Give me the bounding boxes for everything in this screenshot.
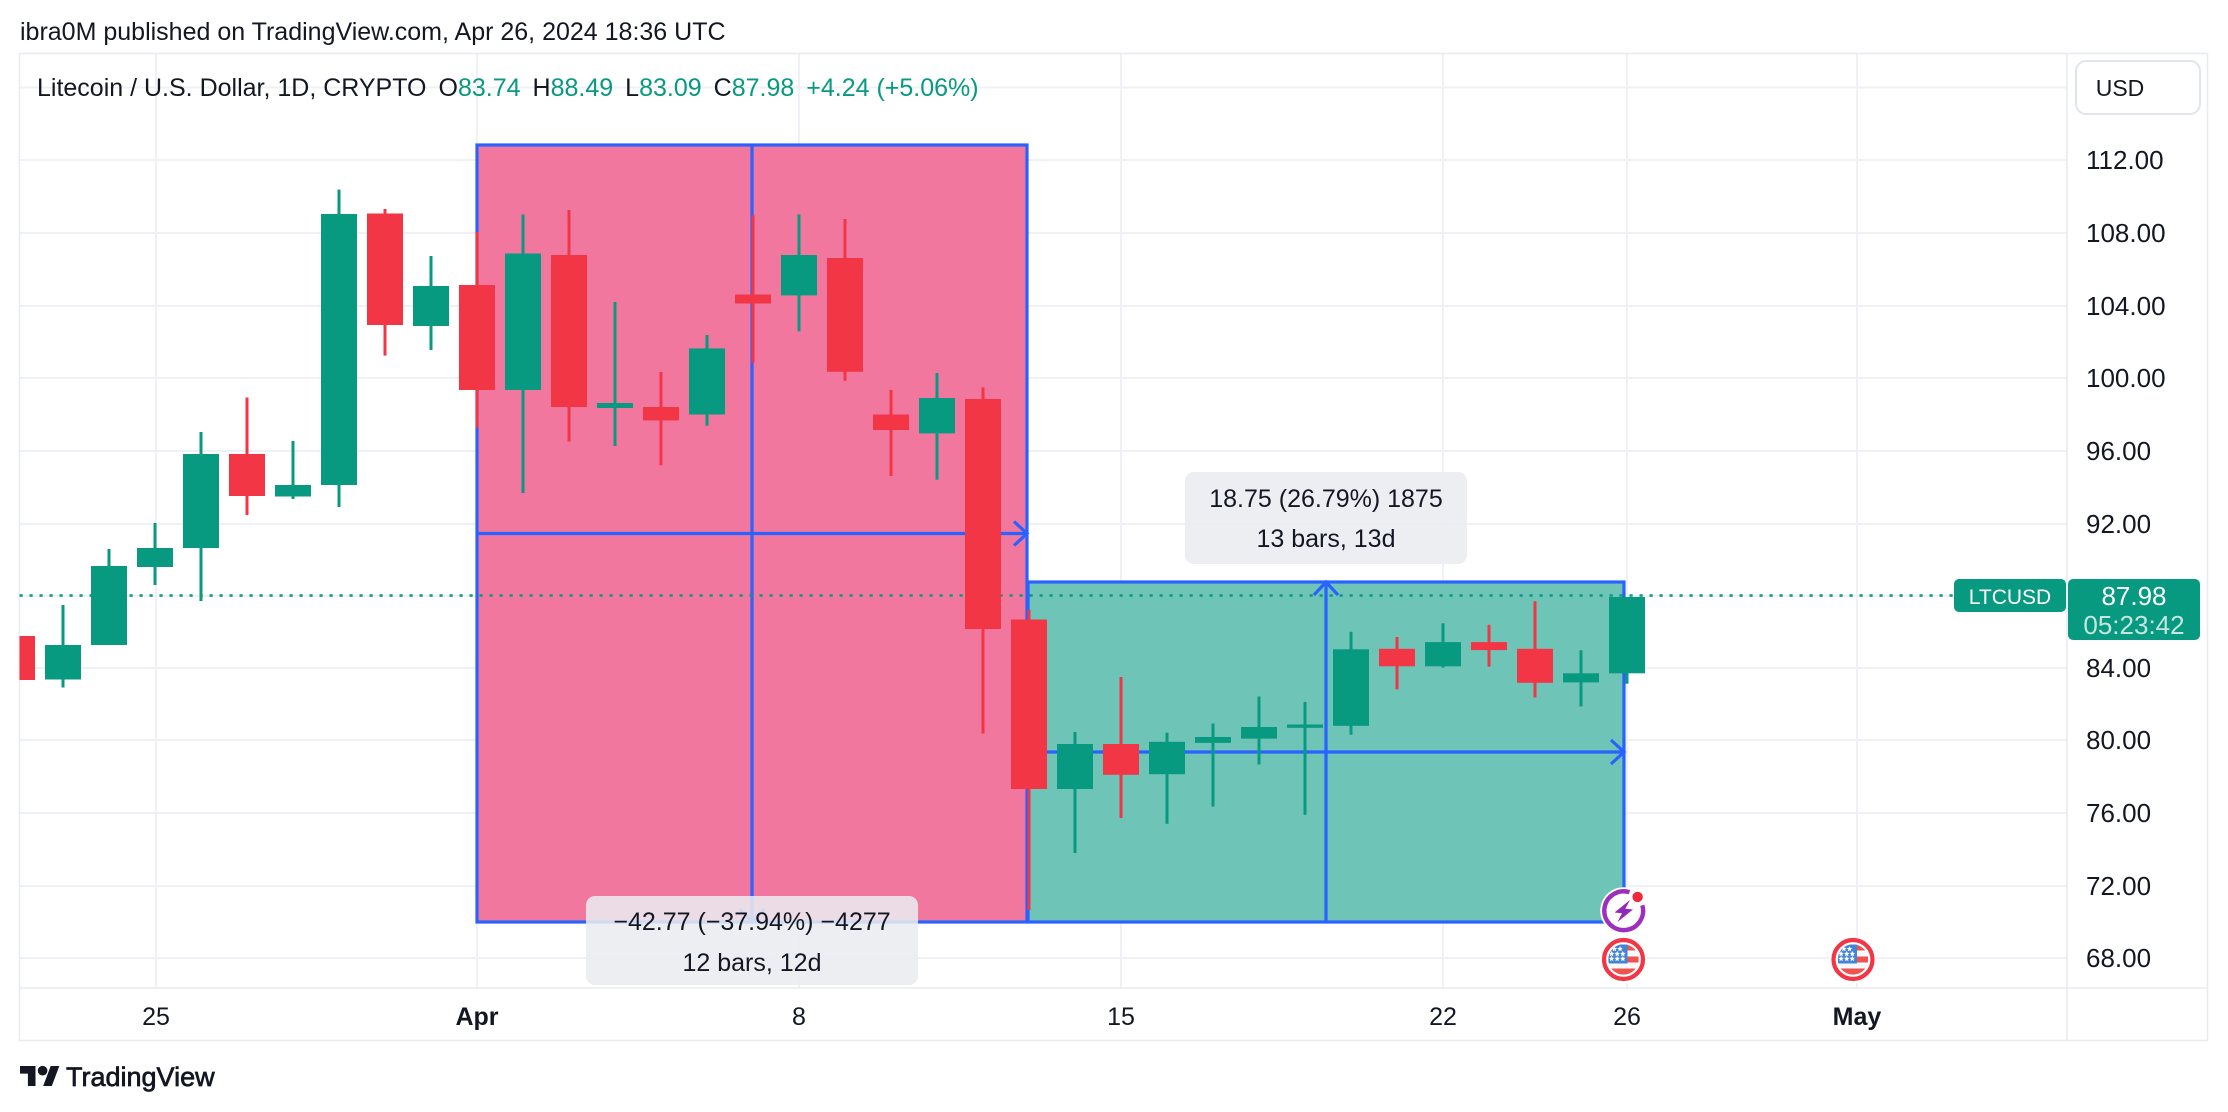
svg-text:87.98: 87.98 [2101,581,2166,611]
svg-text:05:23:42: 05:23:42 [2083,610,2184,640]
svg-text:72.00: 72.00 [2086,871,2151,901]
svg-text:25: 25 [142,1003,170,1031]
svg-text:Litecoin / U.S. Dollar, 1D, CR: Litecoin / U.S. Dollar, 1D, CRYPTO O83.74… [37,74,979,102]
svg-text:96.00: 96.00 [2086,436,2151,466]
svg-text:108.00: 108.00 [2086,218,2166,248]
svg-text:26: 26 [1613,1003,1641,1031]
svg-text:LTCUSD: LTCUSD [1969,586,2051,609]
svg-text:92.00: 92.00 [2086,509,2151,539]
svg-text:112.00: 112.00 [2086,145,2164,175]
svg-text:TradingView: TradingView [66,1062,215,1092]
svg-text:−42.77 (−37.94%) −4277: −42.77 (−37.94%) −4277 [613,908,890,936]
svg-text:104.00: 104.00 [2086,291,2166,321]
svg-text:68.00: 68.00 [2086,943,2151,973]
svg-text:15: 15 [1107,1003,1135,1031]
svg-text:USD: USD [2096,75,2145,101]
svg-text:18.75 (26.79%) 1875: 18.75 (26.79%) 1875 [1209,485,1443,513]
svg-text:13 bars, 13d: 13 bars, 13d [1257,525,1396,553]
svg-text:22: 22 [1429,1003,1457,1031]
svg-text:100.00: 100.00 [2086,363,2166,393]
svg-text:8: 8 [792,1003,806,1031]
svg-text:80.00: 80.00 [2086,725,2151,755]
svg-text:May: May [1833,1003,1882,1031]
svg-text:76.00: 76.00 [2086,798,2151,828]
svg-text:ibra0M published on TradingVie: ibra0M published on TradingView.com, Apr… [20,18,726,46]
svg-text:84.00: 84.00 [2086,653,2151,683]
svg-text:12 bars, 12d: 12 bars, 12d [683,949,822,977]
svg-text:Apr: Apr [455,1003,498,1031]
